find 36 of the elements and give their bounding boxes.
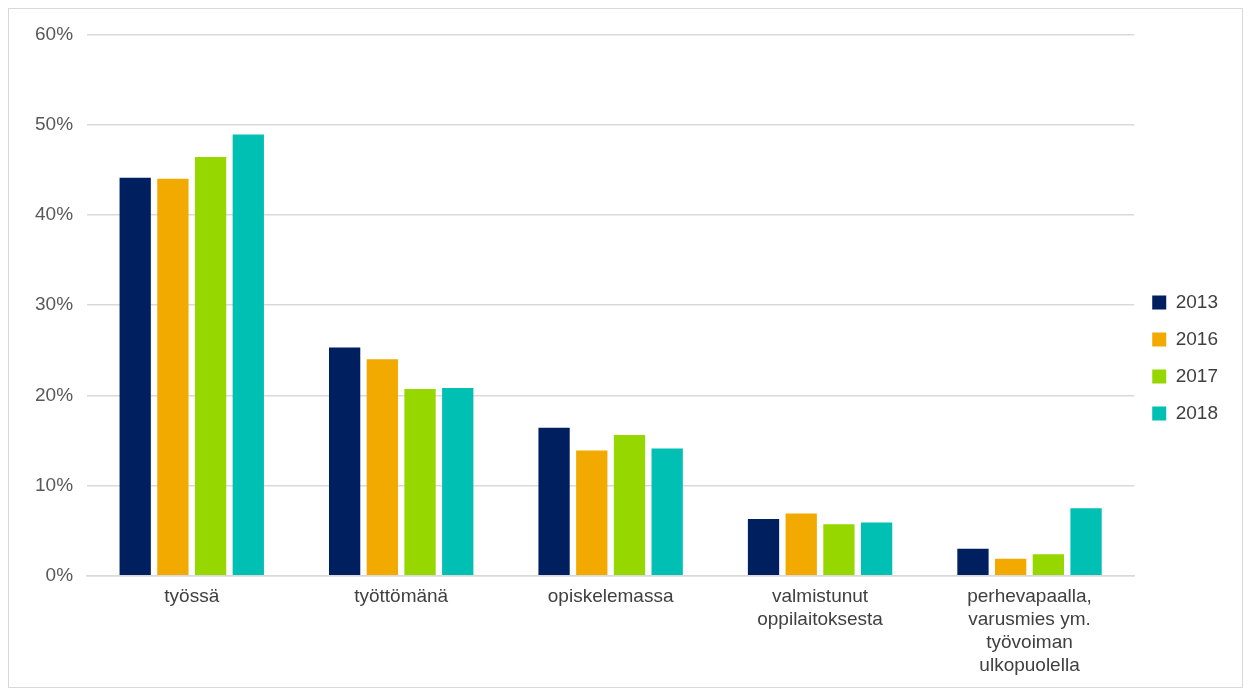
- bar: [232, 134, 264, 576]
- bar: [157, 178, 189, 576]
- y-tick-label: 30%: [35, 293, 74, 315]
- bar: [1070, 508, 1102, 576]
- y-tick-label: 0%: [45, 564, 74, 586]
- bar: [785, 513, 817, 576]
- x-tick-label: perhevapaalla, varusmies ym. työvoiman ulkopuolella: [967, 585, 1092, 675]
- bar: [329, 347, 361, 576]
- bar: [576, 450, 608, 576]
- bar: [823, 524, 855, 576]
- x-tick-label: opiskelemassa: [547, 585, 674, 607]
- bar: [194, 157, 227, 576]
- bar: [1032, 554, 1065, 576]
- bar: [404, 389, 436, 576]
- y-tick-label: 20%: [35, 383, 74, 405]
- y-tick-label: 40%: [35, 203, 74, 225]
- legend-label: 2017: [1175, 364, 1219, 386]
- bar: [119, 177, 151, 576]
- legend-label: 2018: [1175, 401, 1219, 423]
- y-tick-label: 50%: [35, 112, 74, 134]
- y-tick-label: 10%: [35, 473, 74, 495]
- legend-label: 2016: [1175, 327, 1219, 349]
- bar: [995, 558, 1027, 576]
- bar: [651, 448, 683, 576]
- bar: [860, 522, 893, 576]
- y-tick-label: 60%: [35, 22, 74, 44]
- bar: [747, 518, 780, 576]
- bar: [613, 435, 646, 576]
- legend-label: 2013: [1175, 290, 1219, 312]
- x-tick-label: työttömänä: [354, 585, 449, 607]
- bar: [957, 548, 989, 576]
- bar: [366, 359, 398, 576]
- x-tick-label: työssä: [164, 585, 220, 607]
- x-tick-label: valmistunut oppilaitoksesta: [757, 585, 884, 630]
- bar: [538, 427, 570, 576]
- bar: [442, 388, 474, 576]
